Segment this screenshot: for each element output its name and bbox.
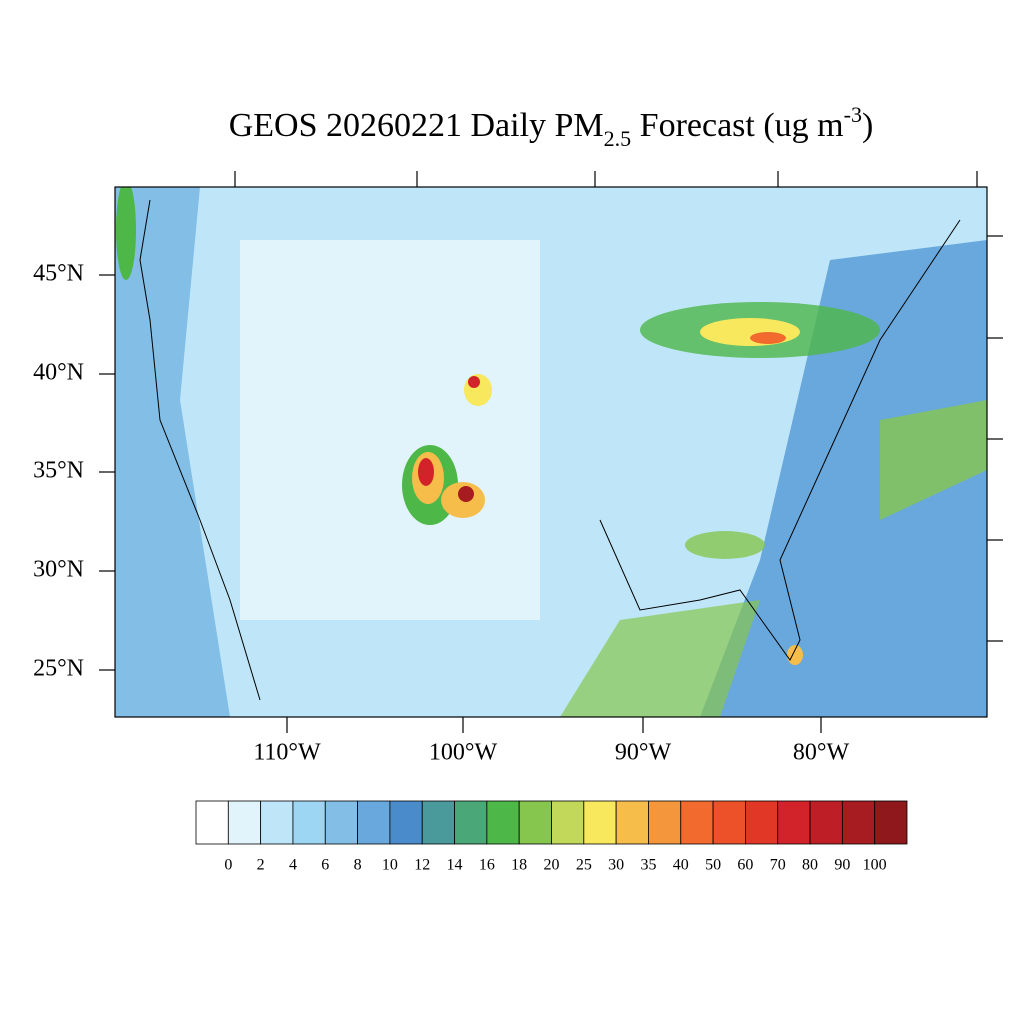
colorbar-label: 16 xyxy=(479,857,495,874)
colorbar-box xyxy=(680,800,714,845)
title-end: ) xyxy=(862,107,873,144)
colorbar-label: 14 xyxy=(447,857,463,874)
lon-label: 100°W xyxy=(429,740,498,766)
colorbar-box xyxy=(292,800,326,845)
colorbar-box xyxy=(260,800,294,845)
colorbar-box xyxy=(841,800,876,845)
colorbar-label: 35 xyxy=(640,857,656,874)
colorbar-label: 30 xyxy=(608,857,624,874)
map-frame xyxy=(114,186,988,718)
title-mid: Forecast (ug m xyxy=(631,107,843,144)
lat-label: 30°N xyxy=(33,557,84,583)
colorbar-label: 80 xyxy=(802,857,818,874)
colorbar-label: 90 xyxy=(834,857,850,874)
frame-ticks xyxy=(99,171,1003,733)
colorbar-label: 20 xyxy=(544,857,560,874)
colorbar-label: 12 xyxy=(414,857,430,874)
colorbar-label: 4 xyxy=(289,857,297,874)
colorbar-label: 40 xyxy=(673,857,689,874)
colorbar-box xyxy=(421,800,455,845)
title-sub: 2.5 xyxy=(604,126,632,151)
colorbar-label: 6 xyxy=(321,857,329,874)
colorbar-box xyxy=(615,800,649,845)
colorbar-box xyxy=(551,800,585,845)
colorbar-box xyxy=(745,800,779,845)
colorbar-box xyxy=(454,800,488,845)
title-main: GEOS 20260221 Daily PM xyxy=(229,107,604,144)
colorbar-box xyxy=(777,800,811,845)
lat-label: 40°N xyxy=(33,360,84,386)
lat-label: 45°N xyxy=(33,261,84,287)
colorbar-box xyxy=(357,800,391,845)
colorbar-box xyxy=(809,800,843,845)
colorbar-box xyxy=(583,800,617,845)
colorbar-box xyxy=(389,800,423,845)
map-field xyxy=(115,187,987,717)
title: GEOS 20260221 Daily PM2.5 Forecast (ug m… xyxy=(229,102,874,151)
colorbar-label: 10 xyxy=(382,857,398,874)
colorbar-box xyxy=(648,800,682,845)
lon-label: 110°W xyxy=(253,740,321,766)
colorbar-label: 50 xyxy=(705,857,721,874)
colorbar-box xyxy=(486,800,520,845)
colorbar-label: 70 xyxy=(770,857,786,874)
lat-label: 35°N xyxy=(33,458,84,484)
colorbar-label: 8 xyxy=(354,857,362,874)
colorbar-box xyxy=(195,800,229,845)
colorbar-box xyxy=(874,800,908,845)
colorbar-box xyxy=(227,800,262,845)
colorbar-box xyxy=(518,800,552,845)
lon-label: 90°W xyxy=(615,740,672,766)
colorbar-box xyxy=(712,800,746,845)
colorbar-label: 18 xyxy=(511,857,527,874)
colorbar-label: 100 xyxy=(863,857,887,874)
colorbar-label: 0 xyxy=(224,857,232,874)
colorbar-box xyxy=(324,800,358,845)
colorbar-label: 60 xyxy=(737,857,753,874)
colorbar-label: 25 xyxy=(576,857,592,874)
colorbar-label: 2 xyxy=(257,857,265,874)
lon-label: 80°W xyxy=(793,740,850,766)
title-sup: -3 xyxy=(844,102,862,127)
lat-label: 25°N xyxy=(33,656,84,682)
